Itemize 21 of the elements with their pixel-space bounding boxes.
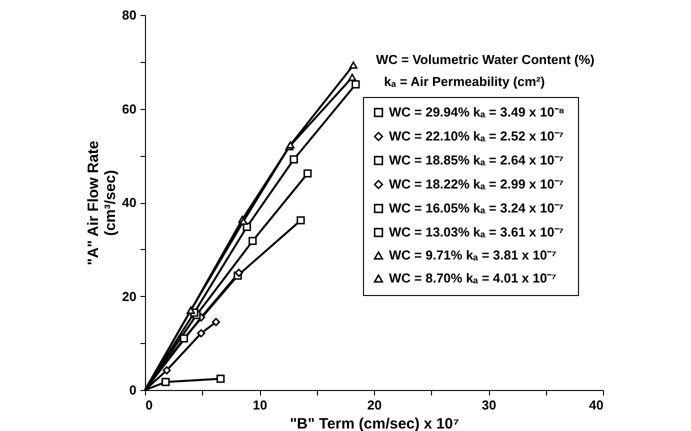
x-tick-label: 40 (589, 398, 604, 412)
legend-label: WC = 13.03% kₐ = 3.61 x 10⁻⁷ (389, 224, 564, 240)
annotation: WC = Volumetric Water Content (%) (376, 52, 594, 67)
legend-label: WC = 8.70% kₐ = 4.01 x 10⁻⁷ (389, 270, 556, 286)
y-tick-label: 40 (122, 195, 136, 210)
legend-label: WC = 29.94% kₐ = 3.49 x 10⁻⁸ (389, 104, 564, 120)
y-tick-label: 80 (122, 8, 136, 22)
legend-label: WC = 16.05% kₐ = 3.24 x 10⁻⁷ (389, 200, 564, 216)
x-tick-label: 10 (252, 398, 268, 412)
annotation: kₐ = Air Permeability (cm²) (384, 74, 545, 89)
legend-label: WC = 9.71% kₐ = 3.81 x 10⁻⁷ (389, 248, 556, 262)
legend-label: WC = 18.22% kₐ = 2.99 x 10⁻⁷ (389, 176, 564, 192)
legend-label: WC = 18.85% kₐ = 2.64 x 10⁻⁷ (389, 152, 564, 168)
y-tick-label: 20 (122, 288, 136, 304)
y-tick-label: 0 (129, 382, 136, 398)
y-tick-label: 60 (122, 101, 136, 116)
x-tick-label: 0 (146, 398, 153, 412)
x-tick-label: 20 (367, 398, 382, 412)
x-tick-label: 30 (482, 398, 496, 412)
y-axis-title: "A" Air Flow Rate (cm³/sec) (85, 140, 120, 266)
legend-label: WC = 22.10% kₐ = 2.52 x 10⁻⁷ (389, 128, 564, 144)
